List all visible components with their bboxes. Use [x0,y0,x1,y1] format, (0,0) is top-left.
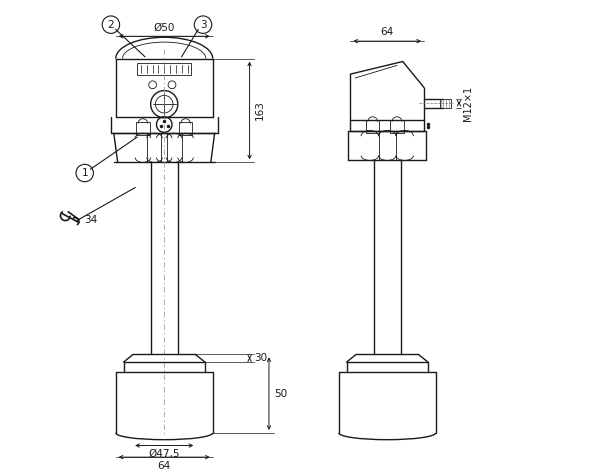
Text: M12×1: M12×1 [463,85,473,121]
Bar [179,122,192,135]
Text: 64: 64 [380,27,394,37]
Text: 1: 1 [81,168,88,178]
Text: 163: 163 [255,101,264,120]
Bar [440,99,451,108]
Text: 2: 2 [108,20,114,30]
Text: 3: 3 [199,20,206,30]
Bar [390,120,404,133]
Text: 64: 64 [158,461,171,471]
Bar [366,120,380,133]
Text: 50: 50 [274,388,287,399]
Text: 30: 30 [255,353,268,363]
Text: Ø47,5: Ø47,5 [149,449,180,459]
Bar [137,63,192,75]
Bar [136,122,150,135]
Text: 34: 34 [84,215,97,225]
Text: Ø50: Ø50 [153,22,175,33]
